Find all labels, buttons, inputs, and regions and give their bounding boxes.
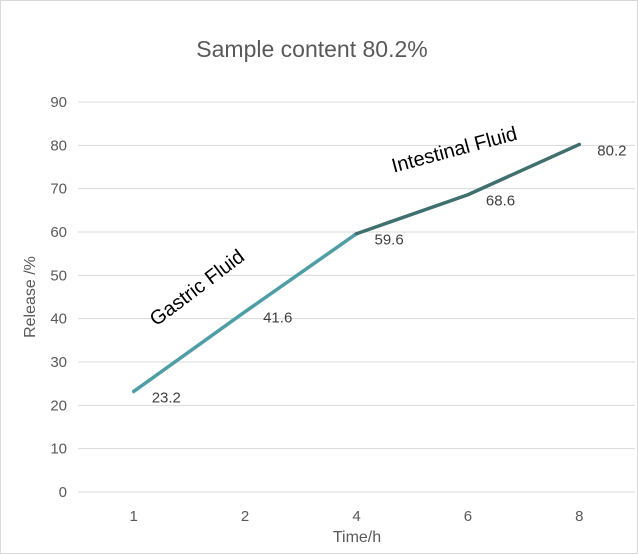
- x-tick-labels: 1 2 4 6 8: [130, 508, 584, 525]
- data-label: 59.6: [375, 232, 404, 249]
- y-tick-label: 30: [50, 354, 67, 371]
- y-tick-label: 80: [50, 137, 67, 154]
- y-tick-label: 0: [59, 484, 67, 501]
- y-tick-label: 10: [50, 441, 67, 458]
- intestinal-fluid-annotation: Intestinal Fluid: [389, 123, 519, 178]
- data-labels: 23.2 41.6 59.6 68.6 80.2: [152, 142, 627, 406]
- x-axis-label: Time/h: [333, 529, 381, 546]
- y-tick-label: 40: [50, 311, 67, 328]
- x-tick-label: 8: [575, 508, 583, 525]
- data-label: 68.6: [486, 193, 515, 210]
- gridlines: [78, 101, 635, 493]
- x-tick-label: 6: [464, 508, 472, 525]
- series-line-segment: [131, 231, 359, 394]
- data-label: 23.2: [152, 389, 181, 406]
- y-tick-labels: 0 10 20 30 40 50 60 70 80 90: [50, 94, 67, 501]
- x-tick-label: 1: [130, 508, 138, 525]
- data-label: 80.2: [597, 142, 626, 159]
- release-series: [131, 142, 582, 394]
- x-tick-label: 4: [352, 508, 360, 525]
- y-tick-label: 50: [50, 267, 67, 284]
- y-tick-label: 20: [50, 397, 67, 414]
- series-line-segment: [354, 142, 582, 236]
- y-axis-label: Release /%: [22, 256, 39, 338]
- data-label: 41.6: [263, 310, 292, 327]
- chart-title: Sample content 80.2%: [196, 36, 427, 62]
- y-tick-label: 60: [50, 224, 67, 241]
- x-tick-label: 2: [241, 508, 249, 525]
- y-tick-label: 70: [50, 181, 67, 198]
- y-tick-label: 90: [50, 94, 67, 111]
